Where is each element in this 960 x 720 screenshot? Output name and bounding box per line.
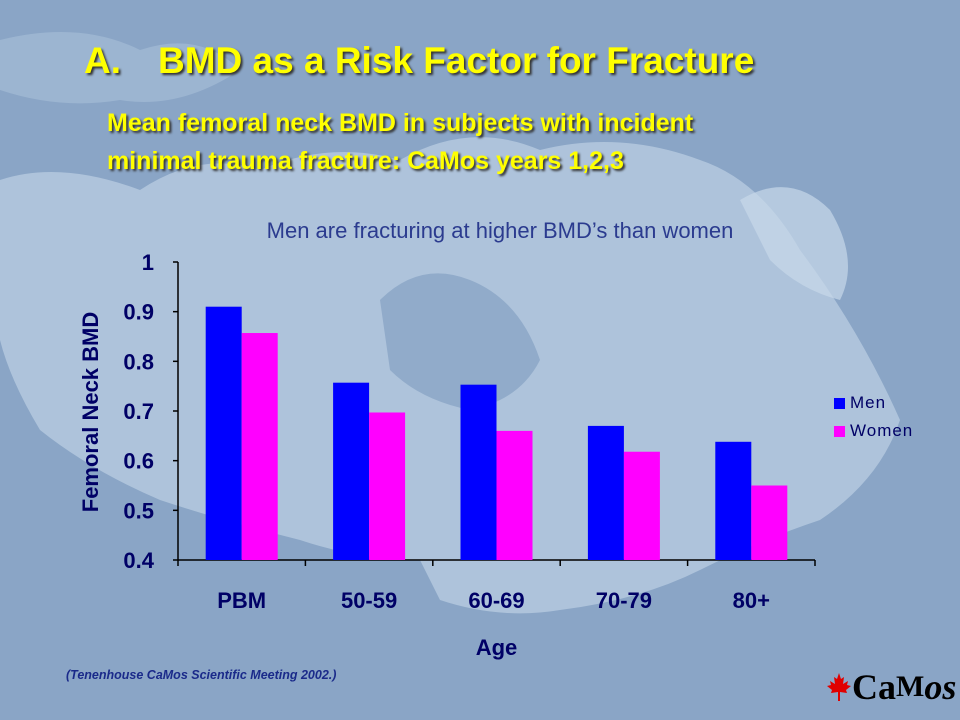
y-axis-title: Femoral Neck BMD <box>78 312 103 513</box>
legend-swatch-women <box>834 425 845 437</box>
bar-women-60-69 <box>496 430 533 560</box>
y-tick-label: 0.7 <box>123 399 154 424</box>
logo-os: os <box>924 667 957 707</box>
x-tick-label: PBM <box>217 588 266 613</box>
x-tick-label: 60-69 <box>468 588 524 613</box>
legend-swatch-men <box>834 397 845 409</box>
bar-women-50-59 <box>369 412 406 560</box>
slide-title: A. BMD as a Risk Factor for Fracture <box>84 40 754 82</box>
slide-subtitle: Mean femoral neck BMD in subjects with i… <box>107 104 907 180</box>
y-tick-label: 0.6 <box>123 449 154 474</box>
subtitle-line-2: minimal trauma fracture: CaMos years 1,2… <box>107 147 624 175</box>
legend-item-women: Women <box>834 417 913 445</box>
bar-men-PBM <box>205 306 242 560</box>
logo-ca: Ca <box>852 667 896 707</box>
subtitle-line-1: Mean femoral neck BMD in subjects with i… <box>107 109 694 137</box>
bar-women-80plus <box>751 485 788 560</box>
bar-men-70-79 <box>587 425 624 560</box>
logo-m: M <box>896 670 925 703</box>
y-tick-label: 1 <box>142 250 154 275</box>
chart-caption: Men are fracturing at higher BMD’s than … <box>266 218 734 243</box>
legend-item-men: Men <box>834 389 913 417</box>
bar-men-80plus <box>715 441 752 560</box>
x-tick-label: 70-79 <box>596 588 652 613</box>
x-axis-title: Age <box>476 635 518 660</box>
maple-leaf-icon <box>827 673 851 701</box>
title-text: BMD as a Risk Factor for Fracture <box>158 40 755 81</box>
y-tick-label: 0.5 <box>123 498 154 523</box>
y-tick-label: 0.9 <box>123 300 154 325</box>
title-number: A. <box>84 40 121 81</box>
bar-men-60-69 <box>460 384 497 560</box>
x-tick-label: 50-59 <box>341 588 397 613</box>
y-tick-label: 0.4 <box>123 548 154 573</box>
bar-women-PBM <box>241 333 278 560</box>
x-tick-label: 80+ <box>733 588 770 613</box>
legend-label-women: Women <box>850 421 914 440</box>
bar-men-50-59 <box>333 382 370 560</box>
legend-label-men: Men <box>850 393 887 412</box>
chart-legend: Men Women <box>834 389 913 445</box>
y-tick-label: 0.8 <box>123 349 154 374</box>
bar-women-70-79 <box>623 451 660 560</box>
reference-note: (Tenenhouse CaMos Scientific Meeting 200… <box>66 668 337 682</box>
